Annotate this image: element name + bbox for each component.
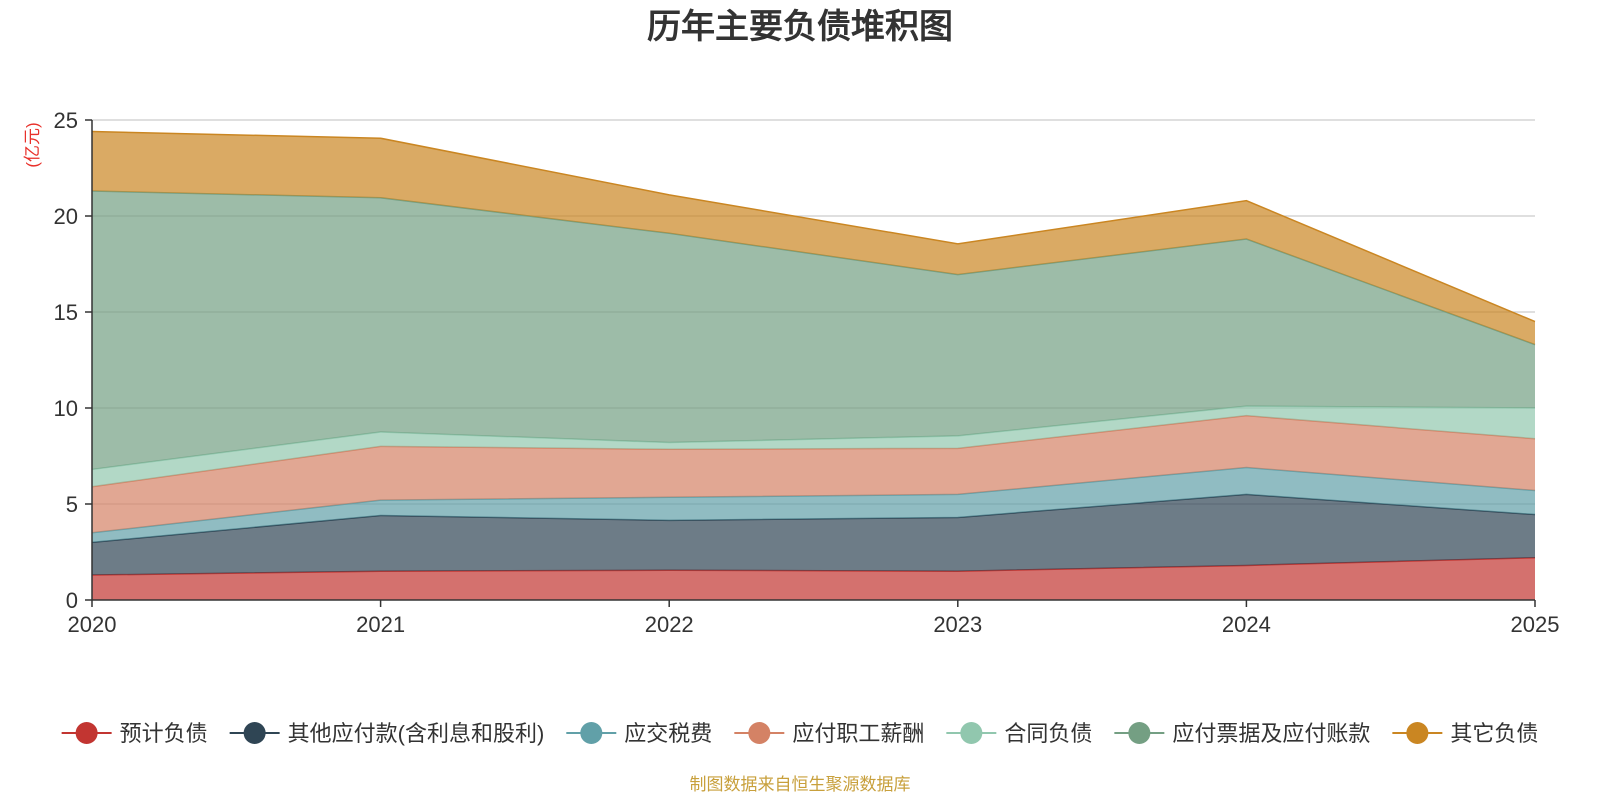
area-series-4 bbox=[92, 406, 1535, 487]
area-series-1 bbox=[92, 494, 1535, 576]
legend-marker-3 bbox=[748, 722, 771, 744]
x-tick-label-2020: 2020 bbox=[68, 612, 117, 637]
y-tick-label-25: 25 bbox=[54, 108, 78, 133]
area-series-6 bbox=[92, 131, 1535, 345]
legend-label-0: 预计负债 bbox=[120, 721, 208, 746]
legend-item-3[interactable]: 应付职工薪酬 bbox=[734, 721, 924, 746]
x-tick-label-2022: 2022 bbox=[645, 612, 694, 637]
legend-marker-4 bbox=[960, 722, 983, 744]
y-tick-label-0: 0 bbox=[66, 588, 78, 613]
legend-label-4: 合同负债 bbox=[1004, 721, 1092, 746]
area-series-0 bbox=[92, 557, 1535, 600]
x-tick-label-2021: 2021 bbox=[356, 612, 405, 637]
y-tick-label-15: 15 bbox=[54, 300, 78, 325]
legend-item-5[interactable]: 应付票据及应付账款 bbox=[1114, 721, 1370, 746]
legend: 预计负债 其他应付款(含利息和股利) 应交税费 应付职工薪酬 合同负债 应付票据及应付账款… bbox=[61, 721, 1538, 746]
data-source-note: 制图数据来自恒生聚源数据库 bbox=[690, 775, 911, 794]
y-axis-unit: (亿元) bbox=[23, 122, 42, 167]
legend-item-1[interactable]: 其他应付款(含利息和股利) bbox=[229, 721, 545, 746]
legend-item-6[interactable]: 其它负债 bbox=[1392, 721, 1538, 746]
legend-label-6: 其它负债 bbox=[1450, 721, 1538, 746]
legend-marker-2 bbox=[580, 722, 603, 744]
legend-marker-1 bbox=[243, 722, 266, 744]
legend-marker-6 bbox=[1406, 722, 1429, 744]
y-tick-label-10: 10 bbox=[54, 396, 78, 421]
legend-marker-0 bbox=[75, 722, 98, 744]
legend-item-0[interactable]: 预计负债 bbox=[61, 721, 208, 746]
area-edge-6 bbox=[91, 130, 1536, 323]
y-tick-label-5: 5 bbox=[66, 492, 78, 517]
area-series-2 bbox=[92, 467, 1535, 543]
area-series bbox=[91, 130, 1536, 600]
legend-label-5: 应付票据及应付账款 bbox=[1172, 721, 1370, 746]
chart-title: 历年主要负债堆积图 bbox=[647, 8, 953, 46]
area-series-3 bbox=[92, 415, 1535, 533]
legend-label-3: 应付职工薪酬 bbox=[792, 721, 924, 746]
x-tick-label-2025: 2025 bbox=[1511, 612, 1560, 637]
x-tick-label-2023: 2023 bbox=[933, 612, 982, 637]
legend-item-4[interactable]: 合同负债 bbox=[946, 721, 1092, 746]
legend-label-2: 应交税费 bbox=[624, 721, 712, 746]
x-tick-label-2024: 2024 bbox=[1222, 612, 1271, 637]
legend-label-1: 其他应付款(含利息和股利) bbox=[288, 721, 545, 746]
y-tick-label-20: 20 bbox=[54, 204, 78, 229]
area-series-5 bbox=[92, 191, 1535, 470]
legend-marker-5 bbox=[1128, 722, 1151, 744]
legend-item-2[interactable]: 应交税费 bbox=[566, 721, 712, 746]
